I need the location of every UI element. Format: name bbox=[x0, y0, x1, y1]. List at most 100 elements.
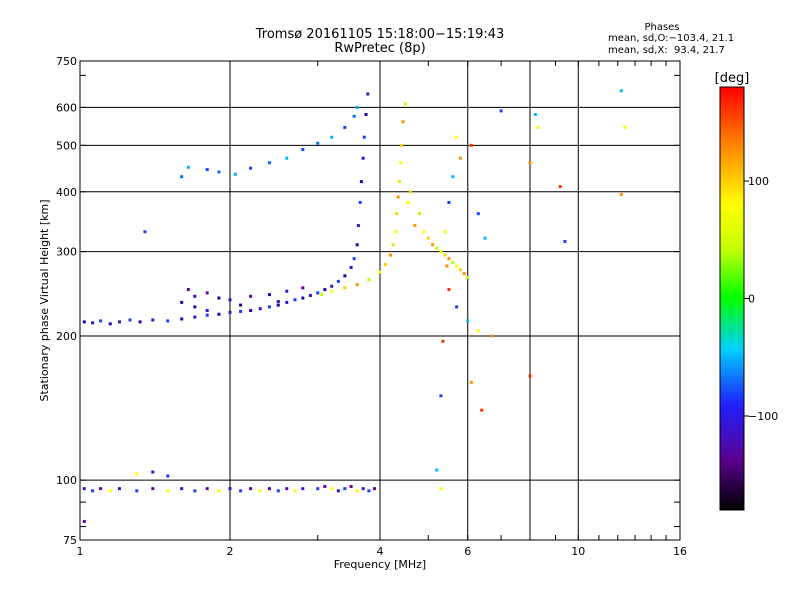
data-point bbox=[445, 264, 449, 268]
data-point bbox=[193, 294, 197, 298]
data-point bbox=[151, 487, 155, 491]
data-point bbox=[462, 272, 466, 276]
data-point bbox=[349, 265, 353, 269]
data-point bbox=[319, 293, 323, 297]
data-point bbox=[276, 489, 280, 493]
data-point bbox=[285, 487, 289, 491]
data-point bbox=[367, 278, 371, 282]
y-tick-label: 400 bbox=[56, 186, 77, 199]
data-point bbox=[441, 339, 445, 343]
data-point bbox=[301, 296, 305, 300]
data-point bbox=[483, 236, 487, 240]
data-point bbox=[476, 212, 480, 216]
data-point bbox=[362, 135, 366, 139]
data-point bbox=[239, 303, 243, 307]
data-point bbox=[151, 470, 155, 474]
data-point bbox=[366, 92, 370, 96]
data-point bbox=[352, 257, 356, 261]
y-tick-label: 75 bbox=[63, 534, 77, 547]
data-point bbox=[528, 374, 532, 378]
data-point bbox=[408, 190, 412, 194]
data-point bbox=[166, 319, 170, 323]
data-point bbox=[533, 112, 537, 116]
data-point bbox=[205, 168, 209, 172]
data-point bbox=[451, 260, 455, 264]
data-point bbox=[490, 334, 494, 338]
data-point bbox=[217, 170, 221, 174]
x-tick-label: 4 bbox=[377, 545, 384, 558]
x-tick-label: 2 bbox=[227, 545, 234, 558]
data-point bbox=[186, 165, 190, 169]
data-point bbox=[166, 474, 170, 478]
data-point bbox=[180, 317, 184, 321]
data-point bbox=[447, 288, 451, 292]
colorbar-tick-label: 0 bbox=[748, 293, 755, 306]
data-point bbox=[403, 102, 407, 106]
data-point bbox=[228, 487, 232, 491]
data-point bbox=[455, 305, 459, 309]
data-point bbox=[336, 279, 340, 283]
y-tick-label: 300 bbox=[56, 246, 77, 259]
data-point bbox=[91, 321, 95, 325]
colorbar-tick-label: −100 bbox=[748, 410, 778, 423]
data-point bbox=[447, 257, 451, 261]
data-point bbox=[193, 489, 197, 493]
data-point bbox=[336, 489, 340, 493]
data-point bbox=[117, 320, 121, 324]
data-point bbox=[285, 300, 289, 304]
colorbar-label: [deg] bbox=[715, 71, 750, 86]
y-tick-label: 750 bbox=[56, 55, 77, 68]
data-point bbox=[186, 288, 190, 292]
phases-x-stats: mean, sd,X: 93.4, 21.7 bbox=[608, 45, 725, 56]
data-point bbox=[398, 180, 402, 184]
data-point bbox=[435, 246, 439, 250]
data-point bbox=[99, 319, 103, 323]
data-point bbox=[239, 489, 243, 493]
data-point bbox=[422, 230, 426, 234]
data-point bbox=[316, 291, 320, 295]
data-point bbox=[499, 109, 503, 113]
data-point bbox=[239, 309, 243, 313]
data-point bbox=[180, 300, 184, 304]
tick-labels: 1 2 4 6 10 16 75 100 200 300 400 500 600 750 bbox=[56, 55, 687, 558]
data-point bbox=[361, 156, 365, 160]
data-point bbox=[205, 309, 209, 313]
data-point bbox=[330, 289, 334, 293]
data-point bbox=[117, 487, 121, 491]
data-point bbox=[205, 291, 209, 295]
data-point bbox=[536, 125, 540, 129]
data-point bbox=[439, 394, 443, 398]
data-point bbox=[135, 472, 139, 476]
phases-title: Phases bbox=[644, 22, 680, 33]
data-point bbox=[349, 484, 353, 488]
data-point bbox=[330, 487, 334, 491]
data-point bbox=[343, 487, 347, 491]
data-point bbox=[343, 274, 347, 278]
data-point bbox=[205, 487, 209, 491]
data-point bbox=[399, 161, 403, 165]
x-tick-label: 16 bbox=[673, 545, 687, 558]
data-point bbox=[466, 275, 470, 279]
data-point bbox=[267, 487, 271, 491]
data-point bbox=[233, 172, 237, 176]
data-point bbox=[82, 320, 86, 324]
data-point bbox=[249, 294, 253, 298]
data-point bbox=[400, 143, 404, 147]
colorbar-ticks: 100 0 −100 bbox=[744, 175, 778, 423]
data-point bbox=[316, 141, 320, 145]
data-point bbox=[217, 296, 221, 300]
data-point bbox=[267, 293, 271, 297]
data-point bbox=[383, 262, 387, 266]
data-point bbox=[108, 489, 112, 493]
data-point bbox=[466, 319, 470, 323]
data-point bbox=[435, 468, 439, 472]
data-point bbox=[330, 135, 334, 139]
data-point bbox=[352, 114, 356, 118]
data-point bbox=[361, 487, 365, 491]
data-point bbox=[267, 305, 271, 309]
data-point bbox=[308, 293, 312, 297]
data-point bbox=[293, 298, 297, 302]
data-point bbox=[193, 315, 197, 319]
data-point bbox=[323, 288, 327, 292]
